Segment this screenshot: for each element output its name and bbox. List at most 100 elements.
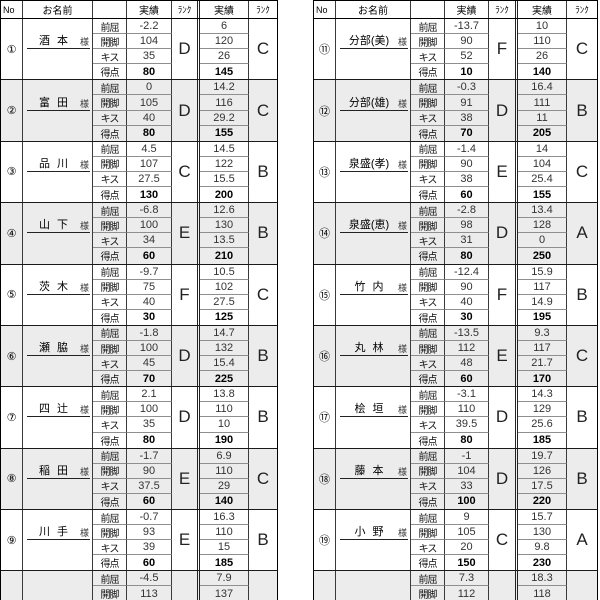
score-value: 220 bbox=[518, 493, 567, 509]
score-value: 60 bbox=[127, 555, 172, 571]
result-value: 2.1 bbox=[127, 387, 172, 403]
name-underline: 竹内様 bbox=[340, 265, 408, 295]
name-underline: 瀬脇様 bbox=[27, 326, 90, 357]
row-label: 開脚 bbox=[411, 218, 445, 234]
result-value: 105 bbox=[127, 95, 172, 111]
row-label: 前屈 bbox=[93, 203, 127, 219]
result-value: 33 bbox=[445, 478, 489, 494]
result-value: 29 bbox=[200, 478, 249, 494]
person-block: ④ 山下様前屈 -6.8 12.6 開脚 100 130 キス 34 13.5 得点 60 210 E B bbox=[1, 203, 277, 265]
result-value: 14.2 bbox=[200, 80, 249, 96]
row-label: 得点 bbox=[411, 248, 445, 264]
honorific-suffix: 様 bbox=[397, 344, 407, 355]
score-value: 80 bbox=[127, 64, 172, 80]
result-value: 0 bbox=[518, 233, 567, 249]
honorific-suffix: 様 bbox=[79, 344, 89, 355]
row-label: 開脚 bbox=[93, 156, 127, 172]
rank-value: F bbox=[489, 264, 518, 325]
name-underline: 分部(雄) 様 bbox=[340, 80, 408, 111]
name-underline bbox=[340, 571, 408, 600]
rank-value: E bbox=[172, 510, 200, 571]
row-label: 得点 bbox=[93, 187, 127, 203]
row-label: 開脚 bbox=[411, 95, 445, 111]
honorific-suffix: 様 bbox=[79, 37, 89, 48]
result-value: 117 bbox=[518, 340, 567, 357]
result-value: 132 bbox=[200, 340, 249, 357]
score-value: 100 bbox=[445, 493, 489, 509]
rank-value: C bbox=[256, 39, 270, 59]
row-label: キス bbox=[93, 478, 127, 494]
row-label: キス bbox=[411, 478, 445, 494]
person-block: ⑫ 分部(雄) 様前屈 -0.3 16.4 開脚 91 111 キス 38 11 得点 70 205 D B bbox=[314, 80, 597, 142]
results-table-left: No お名前 実績 ﾗﾝｸ 実績 ﾗﾝｸ ① 酒本様前屈 -2.2 6 開脚 104 120… bbox=[0, 0, 278, 600]
result-value: 110 bbox=[518, 34, 567, 50]
result-value: 15 bbox=[200, 540, 249, 556]
name-underline: 稲田様 bbox=[27, 449, 90, 479]
row-label: 開脚 bbox=[411, 586, 445, 600]
person-block: ① 酒本様前屈 -2.2 6 開脚 104 120 キス 35 26 得点 80 145 D C bbox=[1, 19, 277, 81]
result-value: 90 bbox=[445, 279, 489, 295]
rank-value: E bbox=[489, 141, 518, 203]
person-name-cell bbox=[336, 571, 411, 600]
row-label: 開脚 bbox=[411, 34, 445, 50]
result-value: 9.3 bbox=[518, 325, 567, 341]
row-label: 開脚 bbox=[93, 95, 127, 111]
person-name-cell: 藤本様 bbox=[336, 448, 411, 509]
person-name-cell: 稲田様 bbox=[23, 448, 93, 509]
rank-value: B bbox=[257, 530, 269, 550]
result-value: 14.9 bbox=[518, 294, 567, 310]
person-block: ② 富田様前屈 0 14.2 開脚 105 116 キス 40 29.2 得点 80 155 D C bbox=[1, 80, 277, 142]
row-label: 開脚 bbox=[93, 218, 127, 234]
result-value: 52 bbox=[445, 49, 489, 65]
row-label: 前屈 bbox=[93, 80, 127, 96]
row-label: 前屈 bbox=[411, 203, 445, 219]
name-underline: 藤本様 bbox=[340, 449, 408, 479]
person-name-cell: 品川様 bbox=[23, 141, 93, 203]
name-underline: 茨木様 bbox=[27, 265, 90, 295]
row-label: キス bbox=[93, 49, 127, 65]
score-value: 250 bbox=[518, 248, 567, 264]
name-underline: 酒本様 bbox=[27, 19, 90, 50]
rank-value: F bbox=[172, 264, 200, 325]
person-name-cell: 川手様 bbox=[23, 510, 93, 571]
result-value: 38 bbox=[445, 171, 489, 188]
result-value: 137 bbox=[200, 586, 249, 600]
person-block: ⑱ 藤本様前屈 -1 19.7 開脚 104 126 キス 33 17.5 得点 100 220 D B bbox=[314, 448, 597, 510]
result-value: 14.7 bbox=[200, 325, 249, 341]
row-label: 前屈 bbox=[411, 448, 445, 464]
rank-value: B bbox=[257, 407, 269, 427]
person-number: ④ bbox=[1, 203, 23, 264]
score-value: 155 bbox=[200, 125, 249, 141]
row-label: 前屈 bbox=[93, 571, 127, 587]
result-value: 90 bbox=[445, 156, 489, 172]
name-underline: 丸林様 bbox=[340, 326, 408, 357]
result-value: 120 bbox=[200, 34, 249, 50]
person-name: 酒本 bbox=[38, 35, 75, 48]
result-value: 91 bbox=[445, 95, 489, 111]
column-header-rank-2: ﾗﾝｸ bbox=[575, 5, 589, 15]
row-label: 前屈 bbox=[411, 80, 445, 96]
rank-value: C bbox=[575, 161, 589, 181]
person-name: 四辻 bbox=[38, 403, 75, 416]
results-table-right: No お名前 実績 ﾗﾝｸ 実績 ﾗﾝｸ ⑪ 分部(美) 様前屈 -13.7 10 開脚 9… bbox=[313, 0, 598, 600]
result-value: 122 bbox=[200, 156, 249, 172]
column-header-result-2: 実績 bbox=[200, 1, 249, 18]
rank-value: E bbox=[172, 448, 200, 509]
rank-value bbox=[567, 571, 597, 600]
result-value: 38 bbox=[445, 110, 489, 126]
row-label: 前屈 bbox=[411, 141, 445, 157]
row-label: キス bbox=[93, 356, 127, 372]
result-value: 104 bbox=[127, 34, 172, 50]
row-label: 前屈 bbox=[93, 448, 127, 464]
result-value: 117 bbox=[518, 279, 567, 295]
name-underline: 富田様 bbox=[27, 80, 90, 111]
row-label: 得点 bbox=[411, 187, 445, 203]
result-value: 118 bbox=[518, 586, 567, 600]
person-block: ⑦ 四辻様前屈 2.1 13.8 開脚 100 110 キス 35 10 得点 80 190 D B bbox=[1, 387, 277, 449]
name-underline: 四辻様 bbox=[27, 387, 90, 418]
score-value: 185 bbox=[518, 432, 567, 448]
person-name-cell: 分部(美) 様 bbox=[336, 19, 411, 80]
person-number: ③ bbox=[1, 141, 23, 203]
result-value: 27.5 bbox=[200, 294, 249, 310]
result-value: 14 bbox=[518, 141, 567, 157]
